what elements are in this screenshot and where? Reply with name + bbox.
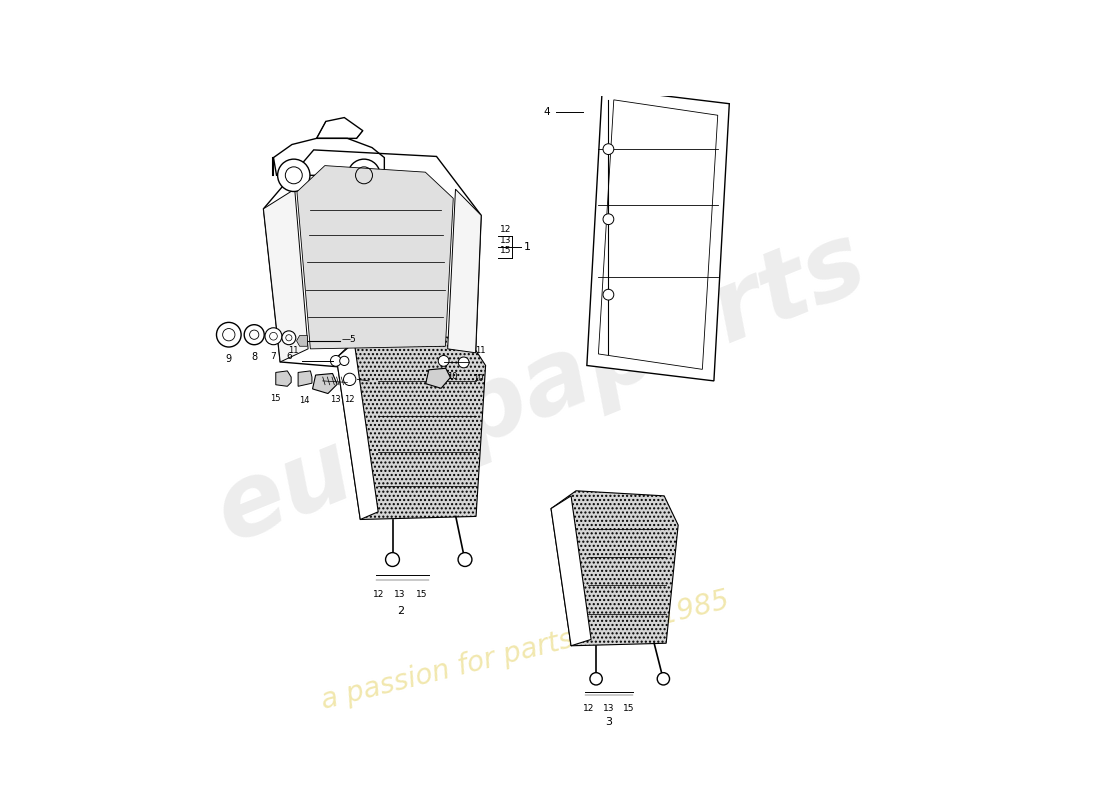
Circle shape [343,373,356,386]
Circle shape [458,553,472,566]
Text: 15: 15 [499,246,512,255]
Text: 8: 8 [251,352,257,362]
Circle shape [330,355,341,366]
Circle shape [277,159,310,191]
Text: 11: 11 [287,346,298,354]
Polygon shape [448,189,481,353]
Text: 1: 1 [524,242,530,252]
Polygon shape [586,88,729,381]
Polygon shape [264,150,481,375]
Text: 10: 10 [448,373,458,382]
Text: 12: 12 [583,704,594,714]
Text: 9: 9 [226,354,232,364]
Text: 12: 12 [373,590,384,599]
Text: 13: 13 [395,590,406,599]
Circle shape [348,159,381,191]
Text: 13: 13 [330,394,340,404]
Text: 2: 2 [397,606,404,616]
Polygon shape [426,368,450,388]
Text: 15: 15 [623,704,634,714]
Polygon shape [551,490,679,646]
Polygon shape [312,374,338,394]
Circle shape [603,290,614,300]
Text: 4: 4 [543,106,550,117]
Circle shape [282,331,296,345]
Polygon shape [276,371,292,386]
Circle shape [590,673,602,685]
Circle shape [438,355,449,366]
Circle shape [386,553,399,566]
Text: 7: 7 [271,352,276,361]
Circle shape [318,382,326,390]
Text: 12: 12 [499,225,512,234]
Circle shape [217,322,241,347]
Polygon shape [298,371,312,386]
Polygon shape [264,189,308,362]
Circle shape [432,375,440,383]
Text: —5: —5 [342,335,356,344]
Circle shape [244,325,264,345]
Circle shape [603,144,614,154]
Text: 6: 6 [286,352,292,361]
Text: 15: 15 [416,590,428,599]
Polygon shape [297,166,453,349]
Text: europaparts: europaparts [201,214,880,563]
Polygon shape [551,496,591,646]
Text: 15: 15 [271,394,281,403]
Text: a passion for parts since 1985: a passion for parts since 1985 [318,586,733,714]
Circle shape [340,356,349,366]
Text: 14: 14 [299,395,309,405]
Circle shape [603,214,614,225]
Polygon shape [337,342,378,519]
Text: 13: 13 [499,236,512,245]
Circle shape [265,328,282,345]
Text: 10: 10 [473,374,483,383]
Circle shape [459,357,469,368]
Text: 12: 12 [344,394,355,404]
Text: 11: 11 [475,346,486,354]
Text: 13: 13 [603,704,614,714]
Circle shape [657,673,670,685]
Text: 3: 3 [605,717,612,727]
Polygon shape [297,335,307,346]
Polygon shape [337,334,485,519]
